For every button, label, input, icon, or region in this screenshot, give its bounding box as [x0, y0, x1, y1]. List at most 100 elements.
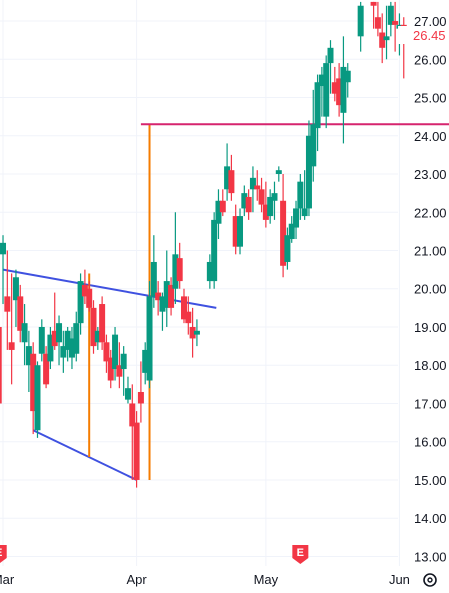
candle: [12, 269, 19, 327]
candle-body: [81, 284, 88, 297]
price-tick-label: 23.00: [414, 167, 447, 182]
price-axis[interactable]: 13.00 14.00 15.00 16.00 17.00 18.00 19.00 20.00…: [414, 14, 447, 564]
candle: [267, 189, 274, 224]
candle-body: [254, 185, 261, 190]
candle: [68, 326, 75, 370]
candle-body: [340, 66, 347, 113]
candle-body: [146, 296, 153, 381]
candle: [193, 319, 200, 347]
candle-body: [0, 242, 7, 255]
candle-body: [43, 353, 50, 385]
candle-body: [142, 349, 149, 373]
candle: [99, 296, 106, 350]
candle-body: [64, 330, 71, 350]
price-tick-label: 24.00: [414, 129, 447, 144]
candle: [30, 342, 37, 435]
candle: [155, 281, 162, 316]
candle-body: [310, 124, 317, 167]
candle-body: [383, 36, 390, 41]
candle: [56, 315, 63, 366]
candle-body: [215, 200, 222, 224]
candle: [185, 296, 192, 335]
price-tick-label: 22.00: [414, 205, 447, 220]
candle-body: [323, 63, 330, 117]
price-tick-label: 13.00: [414, 549, 447, 564]
candle: [180, 288, 187, 324]
candle: [120, 346, 127, 396]
candle: [262, 181, 269, 228]
candle-body: [392, 21, 399, 25]
candle-body: [124, 388, 131, 400]
candle-body: [241, 193, 248, 209]
settings-icon[interactable]: [423, 573, 437, 587]
candle: [249, 166, 256, 213]
candle: [211, 212, 218, 289]
candle: [129, 384, 136, 480]
candle-body: [56, 323, 63, 343]
candle-body: [237, 216, 244, 247]
candle-body: [107, 357, 114, 381]
candle: [38, 319, 45, 362]
candle-body: [38, 326, 45, 354]
candle-body: [219, 200, 226, 213]
candle: [8, 273, 15, 385]
price-tick-label: 14.00: [414, 511, 447, 526]
earnings-badge: [0, 545, 7, 564]
earnings-icon[interactable]: E: [0, 545, 7, 564]
earnings-label: E: [0, 547, 2, 559]
price-tick-label: 27.00: [414, 14, 447, 29]
candle: [370, 1, 377, 29]
candle-body: [112, 334, 119, 370]
candle: [150, 235, 157, 308]
candle-body: [275, 170, 282, 175]
earnings-label: E: [297, 547, 304, 559]
trendline[interactable]: [2, 268, 217, 309]
candle-body: [155, 292, 162, 301]
candle-body: [271, 193, 278, 201]
candle: [43, 346, 50, 389]
candle: [146, 281, 153, 389]
trendline[interactable]: [32, 429, 138, 481]
candle: [168, 277, 175, 316]
candle: [172, 212, 179, 305]
price-tick-label: 17.00: [414, 396, 447, 411]
candle: [116, 342, 123, 389]
candle-body: [172, 254, 179, 289]
candle-body: [189, 326, 196, 339]
candle-body: [284, 235, 291, 262]
candle: [336, 63, 343, 117]
candle-body: [344, 70, 351, 83]
candle: [237, 208, 244, 255]
candle-body: [159, 296, 166, 312]
candle: [280, 174, 287, 278]
price-tick-label: 15.00: [414, 473, 447, 488]
time-axis[interactable]: Mar Apr May Jun E E: [0, 545, 410, 587]
candle: [163, 250, 170, 327]
candle-body: [163, 281, 170, 308]
candle: [51, 292, 58, 350]
time-tick-label: Mar: [0, 572, 15, 587]
candle-body: [86, 288, 93, 308]
candle-body: [68, 338, 75, 358]
candle-body: [77, 281, 84, 324]
candle: [310, 89, 317, 182]
candle: [112, 326, 119, 381]
candle: [224, 143, 231, 201]
candle: [327, 40, 334, 94]
candle: [340, 36, 347, 144]
candle: [133, 411, 140, 488]
price-tick-label: 16.00: [414, 435, 447, 450]
earnings-icon[interactable]: E: [292, 545, 309, 564]
candle-body: [30, 353, 37, 412]
candle: [383, 5, 390, 60]
candle-body: [224, 166, 231, 190]
price-tick-label: 19.00: [414, 320, 447, 335]
candle-body: [206, 261, 213, 282]
candle: [4, 250, 11, 350]
candle: [103, 334, 110, 373]
candle-body: [4, 296, 11, 312]
candle: [215, 189, 222, 240]
candle-body: [17, 296, 24, 331]
candle: [86, 281, 93, 312]
